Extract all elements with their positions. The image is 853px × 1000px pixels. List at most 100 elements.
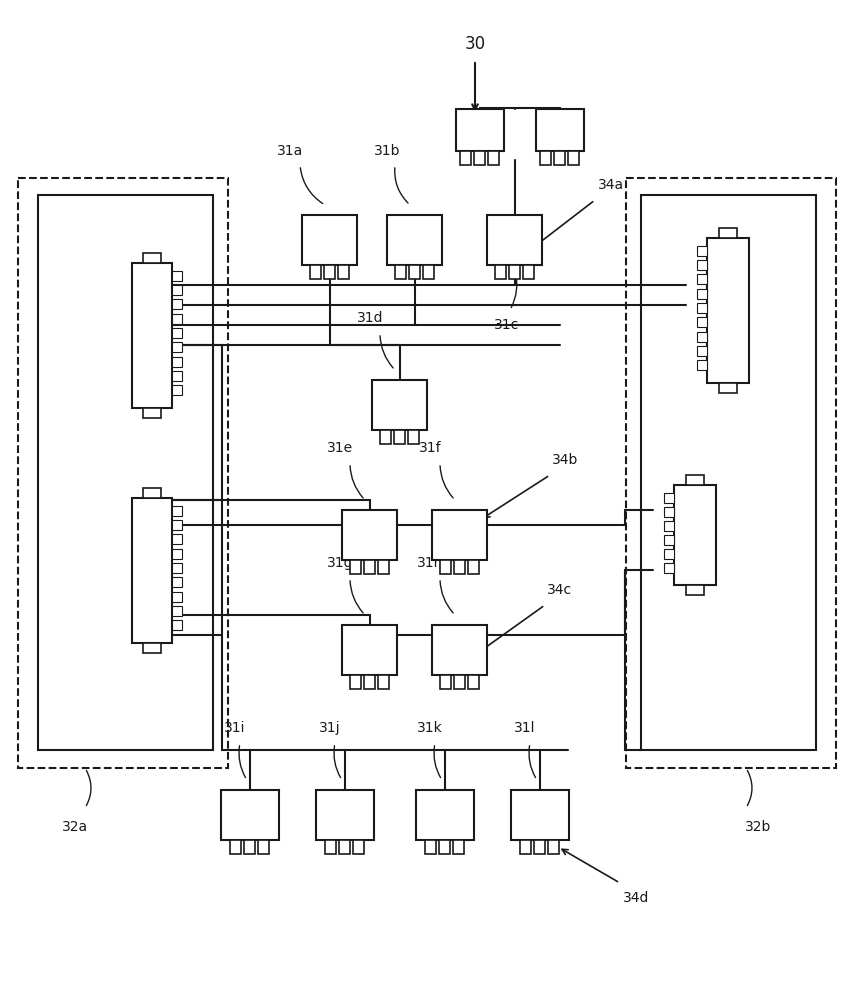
Bar	[408, 430, 419, 444]
Bar	[696, 346, 706, 356]
Bar	[171, 620, 182, 630]
Bar	[540, 151, 551, 165]
Bar	[696, 360, 706, 370]
Bar	[325, 840, 336, 854]
Bar	[425, 840, 436, 854]
Text: 31i: 31i	[224, 721, 246, 735]
Bar	[171, 285, 182, 295]
Bar	[468, 675, 479, 689]
Bar	[474, 151, 485, 165]
Bar	[171, 342, 182, 352]
Bar	[18, 178, 228, 768]
Bar	[364, 560, 375, 574]
Text: 34c: 34c	[547, 583, 572, 597]
Bar	[510, 790, 568, 840]
Bar	[536, 109, 583, 151]
Bar	[350, 560, 361, 574]
Bar	[316, 790, 374, 840]
Bar	[685, 585, 703, 595]
Bar	[378, 560, 389, 574]
Bar	[432, 510, 487, 560]
Bar	[664, 549, 673, 559]
Bar	[342, 625, 397, 675]
Bar	[439, 840, 450, 854]
Bar	[664, 493, 673, 503]
Bar	[519, 840, 531, 854]
Bar	[534, 840, 545, 854]
Bar	[409, 265, 420, 279]
Text: 31f: 31f	[418, 441, 441, 455]
Bar	[338, 265, 349, 279]
Bar	[171, 299, 182, 309]
Bar	[718, 382, 736, 392]
Bar	[432, 625, 487, 675]
Bar	[468, 560, 479, 574]
Bar	[568, 151, 579, 165]
Text: 32b: 32b	[744, 820, 770, 834]
Bar	[258, 840, 270, 854]
Bar	[460, 151, 471, 165]
Bar	[142, 643, 161, 652]
Bar	[641, 195, 815, 750]
Bar	[302, 215, 357, 265]
Bar	[685, 475, 703, 485]
Text: 34b: 34b	[551, 453, 577, 467]
Bar	[171, 314, 182, 324]
Bar	[387, 215, 442, 265]
Bar	[664, 507, 673, 517]
Bar	[394, 430, 405, 444]
Bar	[673, 485, 715, 585]
Bar	[372, 380, 427, 430]
Text: 31a: 31a	[276, 144, 303, 158]
Bar	[171, 506, 182, 516]
Bar	[696, 260, 706, 270]
Bar	[706, 237, 748, 382]
Bar	[548, 840, 559, 854]
Text: 31j: 31j	[319, 721, 340, 735]
Bar	[696, 317, 706, 327]
Text: 30: 30	[464, 35, 485, 53]
Text: 31k: 31k	[416, 721, 443, 735]
Bar	[350, 675, 361, 689]
Bar	[423, 265, 434, 279]
Bar	[324, 265, 335, 279]
Bar	[353, 840, 364, 854]
Bar	[378, 675, 389, 689]
Bar	[171, 548, 182, 558]
Bar	[230, 840, 241, 854]
Text: 31h: 31h	[416, 556, 443, 570]
Bar	[664, 521, 673, 531]
Bar	[171, 385, 182, 395]
Bar	[171, 577, 182, 587]
Bar	[171, 520, 182, 530]
Bar	[380, 430, 391, 444]
Bar	[339, 840, 350, 854]
Bar	[415, 790, 473, 840]
Bar	[488, 151, 499, 165]
Text: 31g: 31g	[327, 556, 353, 570]
Bar	[456, 109, 503, 151]
Bar	[696, 288, 706, 298]
Bar	[142, 488, 161, 497]
Text: 32a: 32a	[62, 820, 88, 834]
Bar	[310, 265, 321, 279]
Bar	[696, 274, 706, 284]
Bar	[453, 840, 464, 854]
Bar	[132, 262, 171, 408]
Bar	[364, 675, 375, 689]
Bar	[171, 534, 182, 544]
Bar	[718, 228, 736, 237]
Text: 31l: 31l	[514, 721, 535, 735]
Bar	[509, 265, 519, 279]
Text: 31d: 31d	[357, 311, 383, 325]
Text: 31c: 31c	[494, 318, 519, 332]
Bar	[696, 332, 706, 342]
Bar	[554, 151, 565, 165]
Bar	[142, 252, 161, 262]
Bar	[171, 357, 182, 366]
Bar	[171, 606, 182, 616]
Bar	[142, 408, 161, 418]
Bar	[171, 371, 182, 381]
Bar	[244, 840, 255, 854]
Bar	[664, 535, 673, 545]
